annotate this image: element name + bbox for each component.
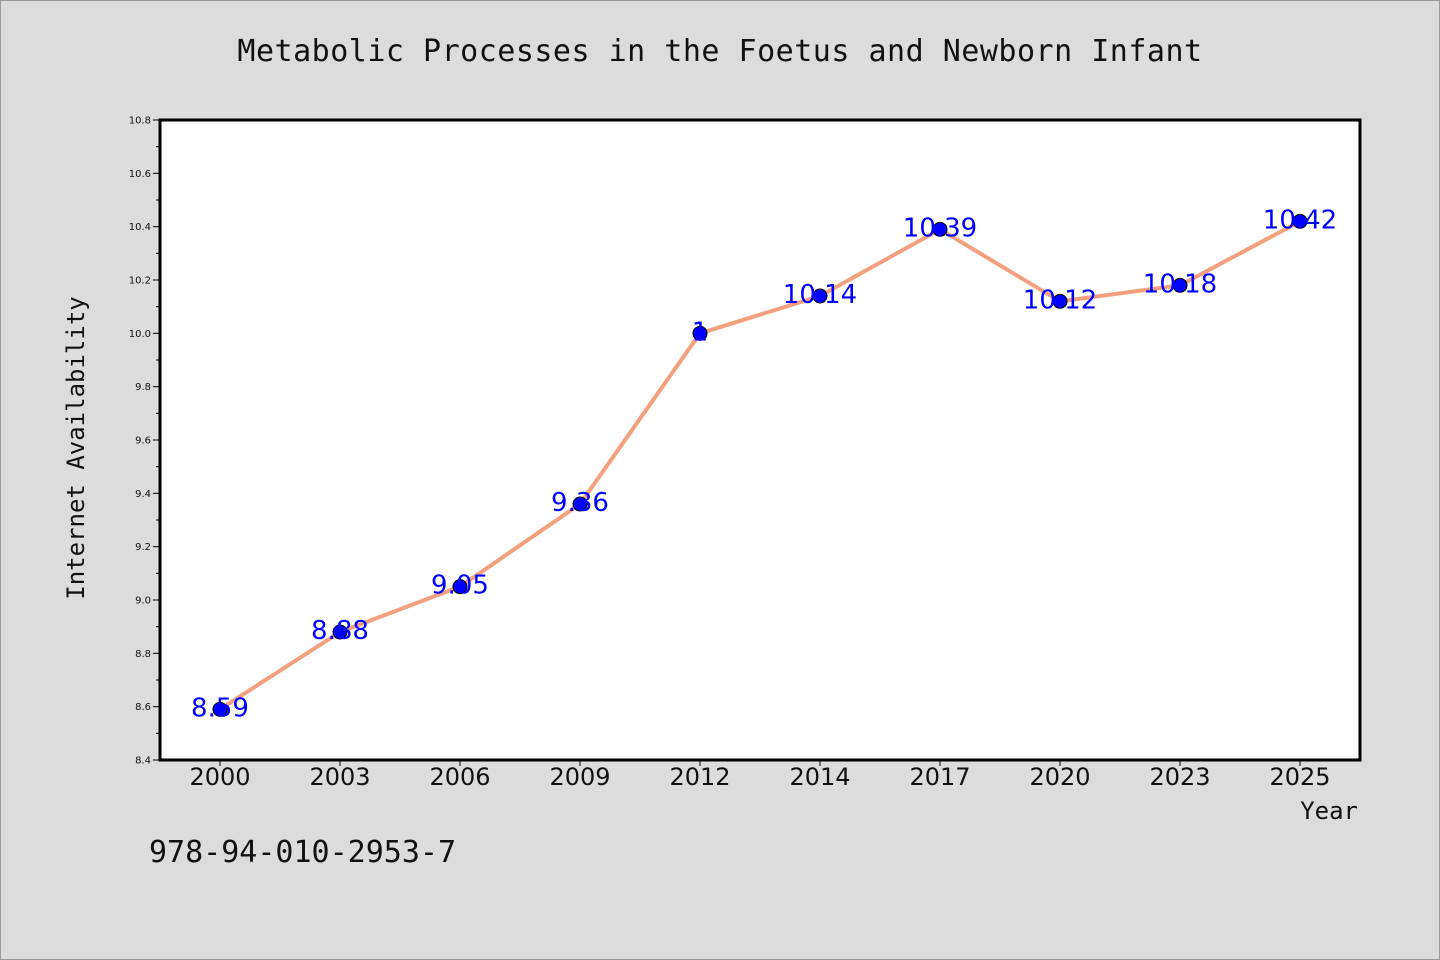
- y-tick-label: 8.6: [135, 702, 151, 713]
- y-tick-label: 9.0: [135, 596, 151, 607]
- data-point: [1172, 277, 1188, 293]
- x-tick-label: 2017: [909, 763, 970, 791]
- y-tick-label: 10.0: [129, 329, 151, 340]
- y-tick-label: 8.4: [135, 756, 151, 767]
- data-point: [932, 221, 948, 237]
- y-tick-label: 10.8: [129, 116, 151, 127]
- data-point: [572, 496, 588, 512]
- data-point: [692, 325, 708, 341]
- series-line: [218, 219, 1301, 712]
- data-point: [1052, 293, 1068, 309]
- data-label: 8.88: [311, 616, 369, 646]
- data-label: 9.36: [551, 488, 609, 518]
- y-tick-label: 10.4: [129, 222, 151, 233]
- y-tick-label: 8.8: [135, 649, 151, 660]
- x-tick-label: 2012: [669, 763, 730, 791]
- data-label: 10.12: [1023, 285, 1097, 315]
- data-point: [452, 579, 468, 595]
- plot-area: [158, 118, 1362, 762]
- isbn-text: 978-94-010-2953-7: [149, 835, 457, 870]
- chart-title: Metabolic Processes in the Foetus and Ne…: [237, 34, 1203, 69]
- y-axis-label: Internet Availability: [62, 296, 90, 600]
- x-tick-label: 2009: [549, 763, 610, 791]
- y-tick-label: 10.2: [129, 276, 151, 287]
- x-tick-label: 2020: [1029, 763, 1090, 791]
- data-point: [212, 701, 228, 717]
- data-label: 9.05: [431, 571, 489, 601]
- y-tick-label: 9.8: [135, 382, 151, 393]
- data-label: 8.59: [191, 693, 249, 723]
- data-label: 10.18: [1143, 269, 1217, 299]
- x-tick-label: 2006: [429, 763, 490, 791]
- x-tick-label: 2014: [789, 763, 850, 791]
- data-label: 10.14: [783, 280, 857, 310]
- x-tick-label: 2025: [1269, 763, 1330, 791]
- data-label: 10.42: [1263, 205, 1337, 235]
- data-label: 1: [692, 317, 709, 347]
- data-point: [812, 288, 828, 304]
- x-tick-label: 2003: [309, 763, 370, 791]
- x-axis-label: Year: [1300, 797, 1358, 825]
- x-tick-label: 2000: [189, 763, 250, 791]
- y-tick-label: 9.2: [135, 542, 151, 553]
- x-tick-label: 2023: [1149, 763, 1210, 791]
- y-tick-label: 9.6: [135, 436, 151, 447]
- data-point: [1292, 213, 1308, 229]
- data-label: 10.39: [903, 213, 977, 243]
- y-tick-label: 10.6: [129, 169, 151, 180]
- data-point: [332, 624, 348, 640]
- y-tick-label: 9.4: [135, 489, 151, 500]
